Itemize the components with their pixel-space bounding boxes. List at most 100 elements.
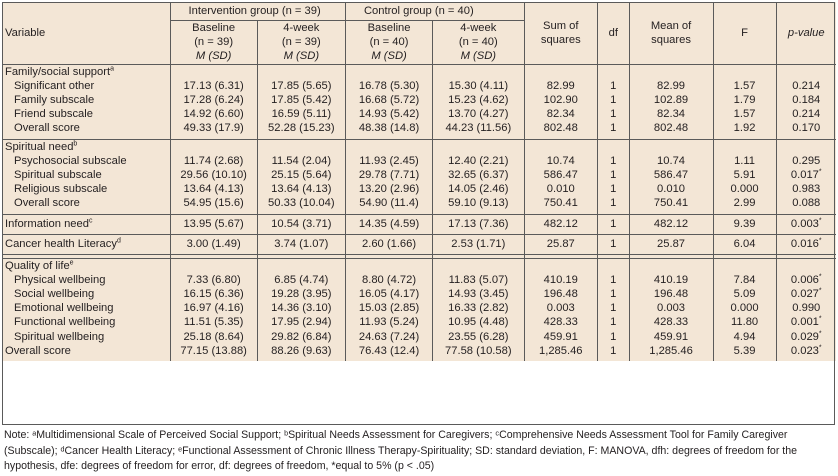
cell-ss: 25.87 [524,233,599,255]
cell-c4: 59.10 (9.13) [432,196,525,211]
cell-df: 1 [597,153,630,169]
value-f: 0.000 [730,302,759,315]
cell-cb: 8.80 (4.72) [345,272,434,288]
row-label: Significant other [2,78,171,94]
row-label-text: Religious subscale [14,183,108,196]
variable-label: Variable [5,26,46,39]
spacer-cell [432,135,525,140]
header-sum-squares: Sum of squares [524,2,599,65]
cell-ib: 49.33 (17.9) [170,121,258,136]
header-variable: Variable [2,2,171,65]
footnote-marker: e [69,258,74,266]
row-label: Emotional wellbeing [2,301,171,316]
cell-df: 1 [597,213,630,235]
cell-df: 1 [597,233,630,255]
empty-cell [597,63,630,79]
group-header-row: Spiritual needb [2,138,836,154]
value-i4: 17.95 (2.94) [271,316,332,329]
control-group-label: Control group (n = 40) [363,4,474,17]
cell-p: 0.184 [776,93,836,107]
value-f: 6.04 [733,238,756,251]
cell-ms: 459.91 [629,329,714,344]
cell-ms: 25.87 [629,233,714,255]
cell-f: 0.000 [713,301,777,316]
value-i4: 11.54 (2.04) [271,154,332,167]
spacer-cell [597,253,630,259]
empty-cell [432,138,525,154]
value-i4: 17.85 (5.42) [271,94,332,107]
value-df: 1 [610,79,617,92]
value-ib: 13.64 (4.13) [183,183,244,196]
table-row: Social wellbeing 16.15 (6.36) 19.28 (3.95)… [2,287,836,302]
row-label: Social wellbeing [2,287,171,302]
cell-ss: 102.90 [524,93,599,108]
spacer-cell [2,135,171,140]
col-timepoint: 4-week [460,22,497,34]
value-i4: 10.54 (3.71) [271,218,332,231]
spacer-cell [524,135,599,140]
cell-f: 1.57 [713,78,777,94]
p-value: 0.003 [790,218,819,231]
cell-i4: 16.59 (5.11) [257,107,346,122]
cell-cb: 2.60 (1.66) [345,233,434,255]
cell-p: 0.003* [776,213,836,235]
cell-ib: 16.15 (6.36) [170,287,258,302]
spacer-cell [257,358,346,362]
col-timepoint: 4-week [283,22,320,34]
cell-c4: 14.93 (3.45) [432,287,525,302]
row-label: Information needc [2,213,171,235]
value-ss: 586.47 [543,169,578,182]
cell-i4: 10.54 (3.71) [257,213,346,235]
cell-cb: 54.90 (11.4) [345,196,434,211]
row-label-text: Physical wellbeing [14,273,106,286]
value-c4: 15.30 (4.11) [448,79,509,92]
spacer-cell [2,358,171,362]
empty-cell [524,138,599,154]
header-f: F [713,2,777,65]
cell-cb: 14.93 (5.42) [345,107,434,122]
empty-cell [713,257,777,273]
value-i4: 29.82 (6.84) [271,330,332,343]
value-cb: 15.03 (2.85) [358,302,420,315]
spacer-cell [345,135,434,140]
p-value: 0.029 [790,330,819,343]
empty-cell [257,138,346,154]
cell-ss: 10.74 [524,153,599,169]
cell-p: 0.088 [776,196,836,210]
cell-i4: 50.33 (10.04) [257,196,346,211]
empty-cell [597,138,630,154]
empty-cell [597,257,630,273]
table-row-single: Cancer health Literacyd 3.00 (1.49) 3.74 (… [2,233,836,255]
spacer-cell [2,253,171,259]
cell-i4: 25.15 (5.64) [257,168,346,183]
cell-df: 1 [597,301,630,316]
p-value: 0.170 [792,122,821,135]
spacer-cell [597,135,630,140]
spacer-cell [524,358,599,362]
row-label: Friend subscale [2,107,171,122]
spacer-cell [713,210,777,215]
significance-star: * [818,217,822,225]
value-ss: 82.34 [546,108,575,121]
value-f: 0.000 [730,183,759,196]
value-c4: 44.23 (11.56) [445,122,512,135]
cell-f: 6.04 [713,233,777,255]
value-df: 1 [610,154,617,167]
empty-cell [432,257,525,273]
value-ms: 410.19 [653,273,689,286]
value-i4: 3.74 (1.07) [274,238,329,251]
table-row: Functional wellbeing 11.51 (5.35) 17.95 (2… [2,315,836,330]
value-ms: 0.010 [657,183,686,196]
value-ms: 82.99 [657,79,686,92]
cell-cb: 29.78 (7.71) [345,168,434,183]
cell-ms: 10.74 [629,153,714,169]
value-f: 9.39 [733,218,756,231]
spacer-cell [776,253,836,259]
value-df: 1 [610,344,617,357]
value-ss: 482.12 [543,218,578,231]
value-f: 11.80 [730,316,759,329]
value-f: 7.84 [733,273,756,286]
row-label: Family subscale [2,93,171,108]
cell-i4: 88.26 (9.63) [257,343,346,359]
value-ms: 10.74 [657,154,686,167]
